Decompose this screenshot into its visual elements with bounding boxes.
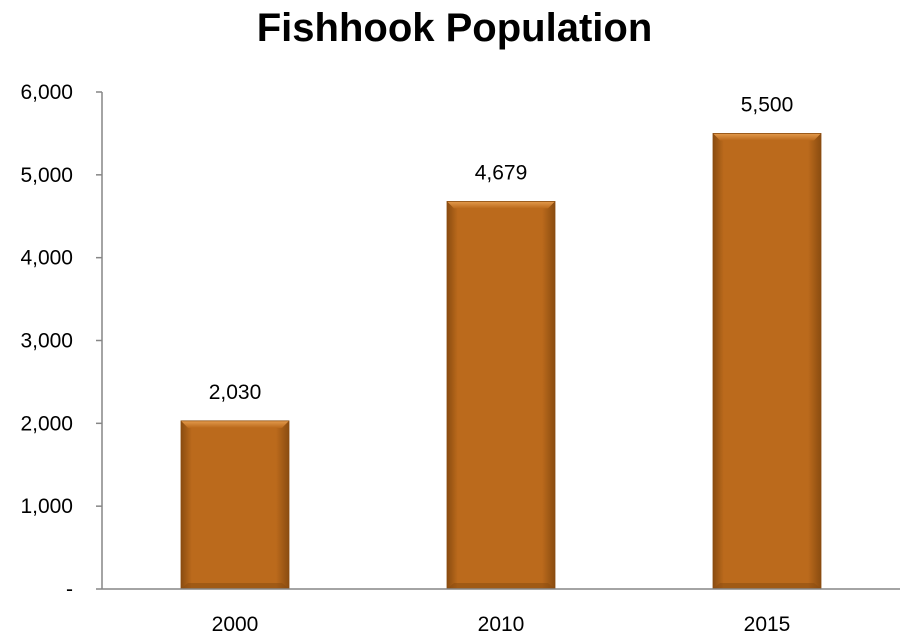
y-tick-label: 3,000 — [20, 330, 73, 353]
y-tick-label: 1,000 — [20, 495, 73, 518]
data-label-2010: 4,679 — [475, 161, 528, 184]
data-label-2015: 5,500 — [741, 93, 794, 116]
chart-title: Fishhook Population — [256, 6, 653, 50]
bar-2015 — [712, 133, 822, 590]
x-tick-label-2010: 2010 — [478, 613, 525, 635]
bar-2000 — [180, 420, 290, 590]
bar-2010 — [446, 201, 556, 590]
data-label-2000: 2,030 — [209, 381, 262, 404]
y-tick-label: 2,000 — [20, 412, 73, 435]
y-tick-label: 6,000 — [20, 81, 73, 104]
y-tick-label: - — [66, 578, 73, 601]
x-tick-label-2000: 2000 — [212, 613, 259, 635]
x-tick-label-2015: 2015 — [744, 613, 791, 635]
y-tick-label: 4,000 — [20, 247, 73, 270]
y-tick-label: 5,000 — [20, 164, 73, 187]
